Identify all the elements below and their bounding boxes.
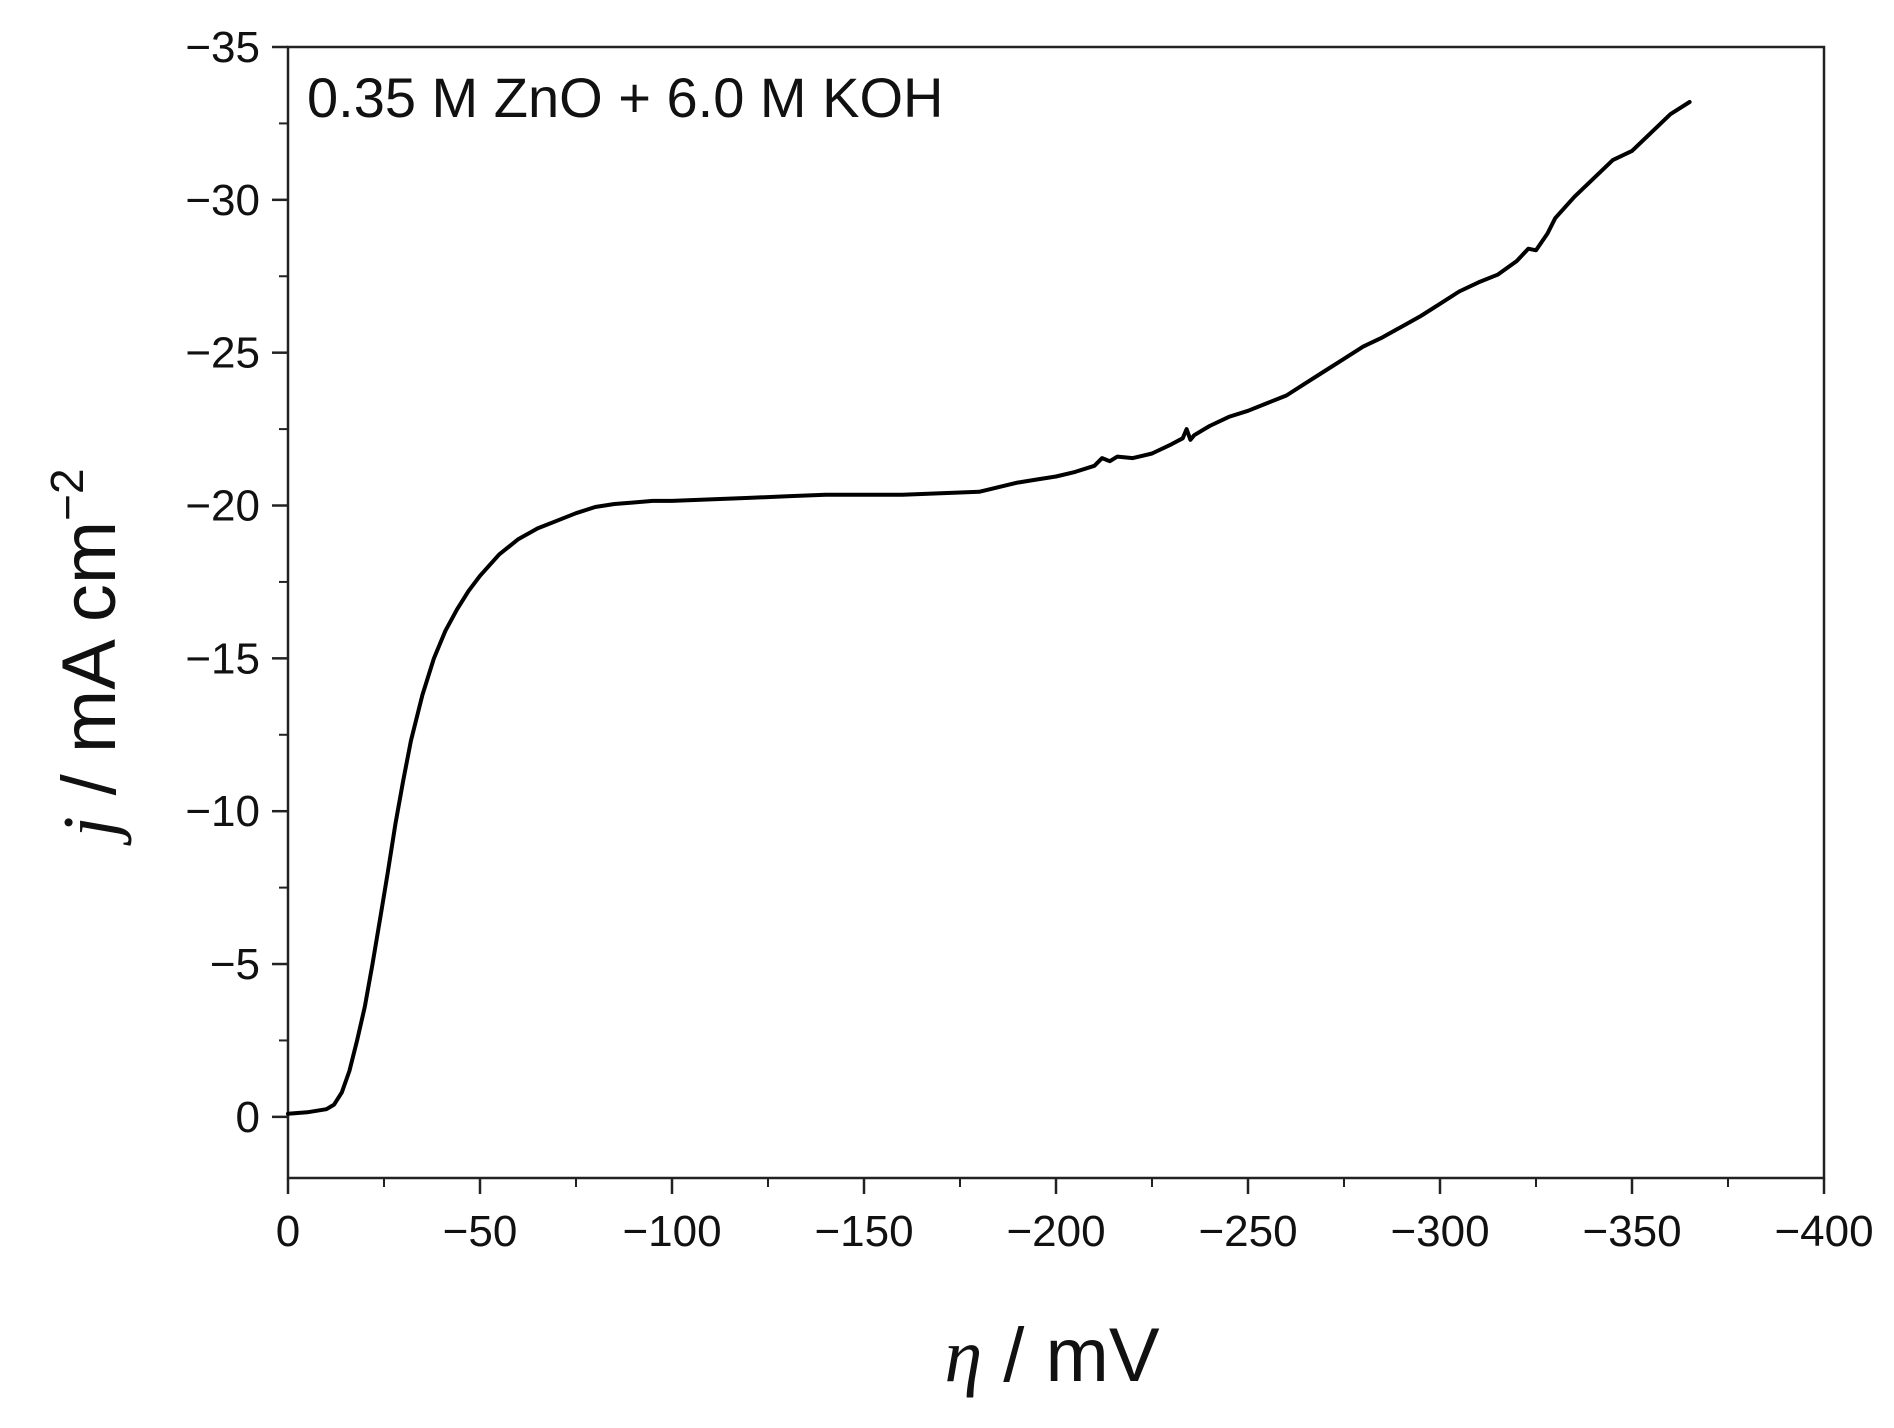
x-axis-title: η / mV: [944, 1313, 1159, 1398]
x-tick-label: −150: [814, 1207, 913, 1256]
series-line: [286, 100, 1692, 1116]
x-tick-label: −350: [1582, 1207, 1681, 1256]
x-tick-label: −300: [1390, 1207, 1489, 1256]
x-axis-ticks: 0 −50 −100 −150 −200 −250 −300 −350 −400: [276, 1178, 1874, 1256]
x-tick-label: 0: [276, 1207, 300, 1256]
y-axis-unit: / mA cm: [47, 521, 132, 817]
plot-frame: [286, 45, 1826, 1180]
x-tick-label: −100: [622, 1207, 721, 1256]
series-layer: [286, 100, 1692, 1116]
chart-annotation: 0.35 M ZnO + 6.0 M KOH: [307, 66, 943, 129]
y-axis-superscript: −2: [41, 468, 93, 520]
x-axis-unit: / mV: [982, 1313, 1160, 1398]
y-tick-label: −5: [210, 940, 260, 989]
y-tick-label: −25: [185, 329, 260, 378]
x-tick-label: −400: [1774, 1207, 1873, 1256]
y-axis-title: j / mA cm−2: [41, 468, 132, 846]
y-axis-symbol: j: [48, 816, 132, 846]
y-tick-label: −30: [185, 176, 260, 225]
y-tick-label: −15: [185, 634, 260, 683]
y-tick-label: 0: [236, 1093, 260, 1142]
y-tick-label: −20: [185, 482, 260, 531]
y-axis-ticks: 0 −5 −10 −15 −20 −25 −30 −35: [185, 23, 288, 1142]
x-tick-label: −250: [1198, 1207, 1297, 1256]
x-tick-label: −50: [443, 1207, 518, 1256]
y-tick-label: −10: [185, 787, 260, 836]
plot-border: [286, 45, 1826, 1180]
x-axis-symbol: η: [944, 1314, 982, 1398]
x-tick-label: −200: [1006, 1207, 1105, 1256]
y-tick-label: −35: [185, 23, 260, 72]
